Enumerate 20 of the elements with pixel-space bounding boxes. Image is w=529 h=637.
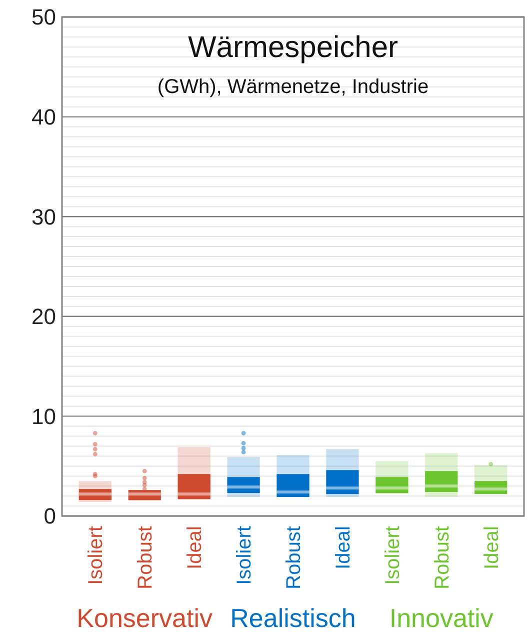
y-tick-label: 10 bbox=[32, 404, 56, 429]
x-tick-label: Isoliert bbox=[85, 526, 108, 585]
y-tick-label: 30 bbox=[32, 204, 56, 230]
x-tick-label: Isoliert bbox=[234, 526, 256, 585]
text: Konservativ bbox=[76, 603, 213, 633]
y-tick-label: 40 bbox=[32, 104, 56, 130]
y-tick-label: 50 bbox=[32, 4, 56, 30]
x-tick-label: Ideal bbox=[480, 526, 503, 570]
text: (GWh), Wärmenetze, Industrie bbox=[157, 76, 429, 98]
y-tick-label: 0 bbox=[44, 504, 56, 529]
x-tick-label: Robust bbox=[431, 526, 454, 590]
y-tick-label: 20 bbox=[32, 304, 56, 330]
text: Wärmespeicher bbox=[188, 31, 398, 64]
x-tick-label: Robust bbox=[134, 526, 157, 590]
x-tick-label: Robust bbox=[283, 526, 305, 590]
x-tick-label: Ideal bbox=[184, 526, 206, 570]
text: Realistisch bbox=[230, 603, 356, 633]
x-tick-label: Ideal bbox=[332, 526, 354, 570]
x-tick-label: Isoliert bbox=[382, 526, 404, 585]
text: Innovativ bbox=[389, 603, 494, 633]
